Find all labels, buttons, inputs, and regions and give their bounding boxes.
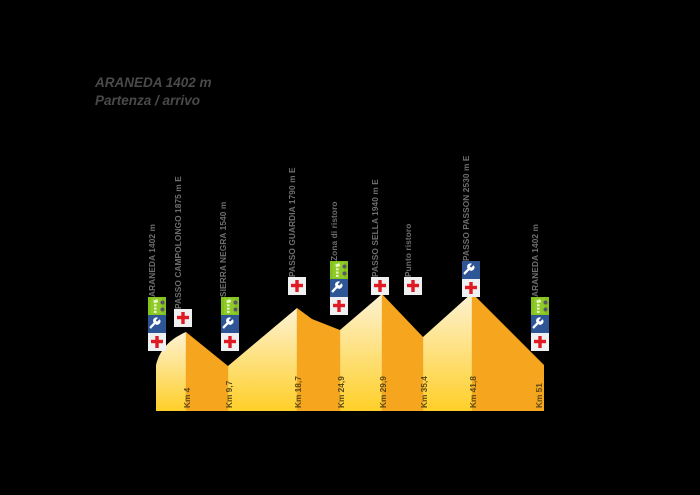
svg-text:Km 51: Km 51 bbox=[534, 383, 544, 408]
svg-text:Km 4: Km 4 bbox=[182, 387, 192, 408]
svg-text:Km 41,8: Km 41,8 bbox=[468, 376, 478, 408]
svg-text:Km 9,7: Km 9,7 bbox=[224, 380, 234, 408]
svg-text:Km 35,4: Km 35,4 bbox=[419, 376, 429, 408]
svg-text:Km 24,9: Km 24,9 bbox=[336, 376, 346, 408]
svg-text:Km 18,7: Km 18,7 bbox=[293, 376, 303, 408]
svg-text:Km 29,9: Km 29,9 bbox=[378, 376, 388, 408]
